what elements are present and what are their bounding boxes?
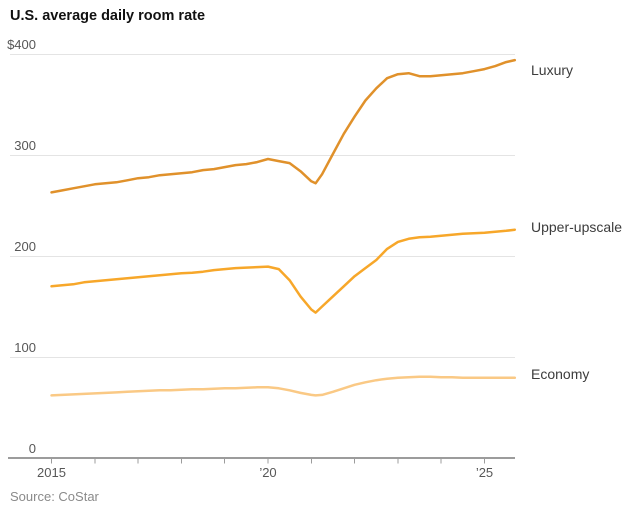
series-line-upper-upscale [50, 228, 517, 314]
series-line-luxury [50, 58, 517, 194]
series-line-economy [50, 375, 517, 397]
chart-title: U.S. average daily room rate [10, 8, 206, 24]
x-tick-label: ’25 [476, 465, 493, 480]
y-tick-label: 200 [14, 239, 36, 254]
series-label-economy: Economy [531, 366, 590, 382]
x-tick-label: 2015 [37, 465, 66, 480]
series-label-upper-upscale: Upper-upscale [531, 219, 623, 235]
x-tick-label: ’20 [259, 465, 276, 480]
y-tick-label: $400 [7, 37, 36, 52]
y-tick-label: 300 [14, 138, 36, 153]
y-tick-label: 100 [14, 340, 36, 355]
y-tick-label: 0 [29, 441, 36, 456]
series-label-luxury: Luxury [531, 62, 574, 78]
source-note: Source: CoStar [10, 489, 99, 504]
